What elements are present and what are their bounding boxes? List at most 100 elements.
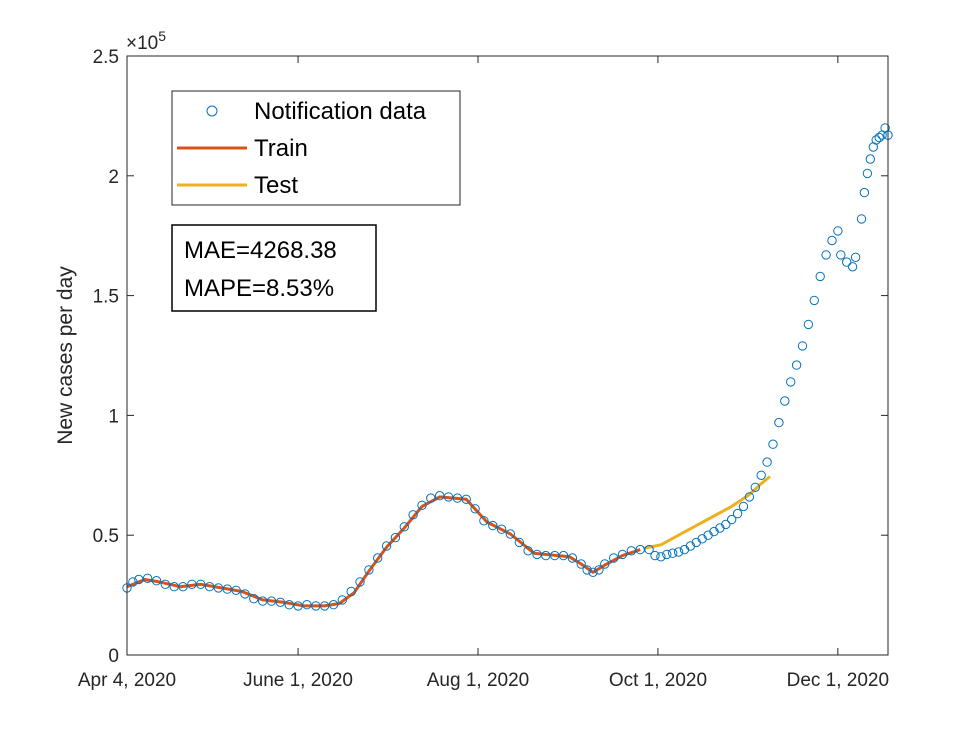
data-point [809, 295, 819, 306]
data-point [426, 493, 436, 503]
data-point [558, 550, 569, 561]
data-point [582, 565, 592, 575]
series-layer [122, 123, 893, 611]
data-point [319, 601, 330, 611]
data-point [874, 132, 884, 143]
data-point [791, 360, 802, 370]
legend: Notification data Train Test [171, 90, 461, 206]
data-point [461, 494, 471, 504]
mape-label: MAPE=8.53% [184, 275, 334, 302]
data-point [417, 500, 427, 510]
data-point [644, 544, 654, 555]
data-point [673, 547, 684, 557]
data-point [293, 601, 303, 611]
data-point [266, 596, 277, 606]
data-point [222, 584, 233, 594]
data-point [196, 579, 206, 589]
data-point [399, 522, 409, 532]
x-tick-label: Oct 1, 2020 [609, 670, 707, 691]
data-point [588, 567, 598, 577]
series-line-test [642, 475, 771, 550]
exponent-power: 5 [158, 28, 166, 44]
x-tick-label: June 1, 2020 [243, 670, 353, 691]
data-point [452, 493, 463, 503]
data-point [142, 573, 153, 583]
data-point [594, 565, 604, 575]
data-point [750, 482, 760, 492]
exponent-base: ×10 [126, 33, 158, 54]
x-tick-label: Aug 1, 2020 [427, 670, 529, 691]
data-point [821, 250, 831, 260]
data-point [249, 594, 259, 604]
y-axis: 0 0.5 1 1.5 2 2.5 [93, 47, 888, 667]
data-point [815, 271, 825, 282]
data-point [842, 257, 852, 267]
data-point [435, 491, 445, 501]
data-point [797, 341, 808, 351]
data-point [479, 516, 489, 526]
data-point [128, 577, 138, 587]
data-point [284, 600, 294, 610]
data-point [850, 252, 861, 262]
y-tick-label: 1.5 [93, 287, 119, 308]
data-point [337, 595, 347, 605]
data-point [178, 582, 188, 592]
y-tick-label: 0.5 [93, 526, 119, 547]
data-point [532, 549, 542, 560]
data-point [390, 532, 401, 543]
data-point [213, 583, 224, 593]
data-point [744, 492, 755, 502]
data-point [774, 417, 784, 428]
series-line-train [126, 495, 641, 608]
data-point [856, 214, 867, 224]
data-point [275, 597, 286, 607]
svg-text:×105: ×105 [126, 28, 166, 54]
data-point [768, 439, 778, 449]
data-point [721, 519, 731, 530]
y-axis-title: New cases per day [54, 266, 77, 445]
data-point [859, 187, 870, 198]
data-point [609, 553, 619, 563]
data-point [505, 529, 516, 539]
x-axis: Apr 4, 2020 June 1, 2020 Aug 1, 2020 Oct 1,… [78, 56, 889, 691]
data-point [567, 553, 578, 563]
data-point [541, 550, 551, 561]
data-point [827, 235, 837, 246]
data-point [302, 600, 312, 610]
metrics-box-frame [171, 224, 377, 312]
legend-marker [206, 105, 218, 117]
data-point [496, 524, 507, 534]
data-point [662, 549, 672, 560]
y-tick-label: 2.5 [93, 47, 119, 68]
data-point [381, 541, 392, 551]
data-point [727, 514, 737, 525]
data-point [871, 135, 881, 145]
legend-label: Notification data [254, 98, 427, 125]
data-point [786, 377, 796, 387]
data-point [576, 559, 586, 569]
data-point [668, 548, 678, 558]
data-point [738, 501, 749, 512]
data-point [617, 549, 628, 560]
data-point [346, 586, 356, 597]
data-point [847, 262, 858, 272]
mae-label: MAE=4268.38 [184, 237, 337, 264]
x-tick-label: Apr 4, 2020 [78, 670, 176, 691]
axes-box [126, 55, 889, 656]
data-point [756, 470, 766, 480]
data-point [833, 226, 843, 236]
data-point [600, 559, 610, 569]
data-point [355, 577, 365, 587]
y-tick-label: 0 [108, 646, 119, 667]
data-point [408, 510, 418, 520]
data-point [836, 250, 846, 260]
data-point [134, 574, 144, 585]
data-point [523, 546, 533, 556]
data-point [470, 504, 480, 514]
data-point [488, 520, 498, 531]
y-axis-exponent: ×105 [126, 28, 166, 54]
data-point [364, 565, 374, 575]
legend-label: Test [254, 172, 298, 199]
x-tick-label: Dec 1, 2020 [787, 670, 889, 691]
